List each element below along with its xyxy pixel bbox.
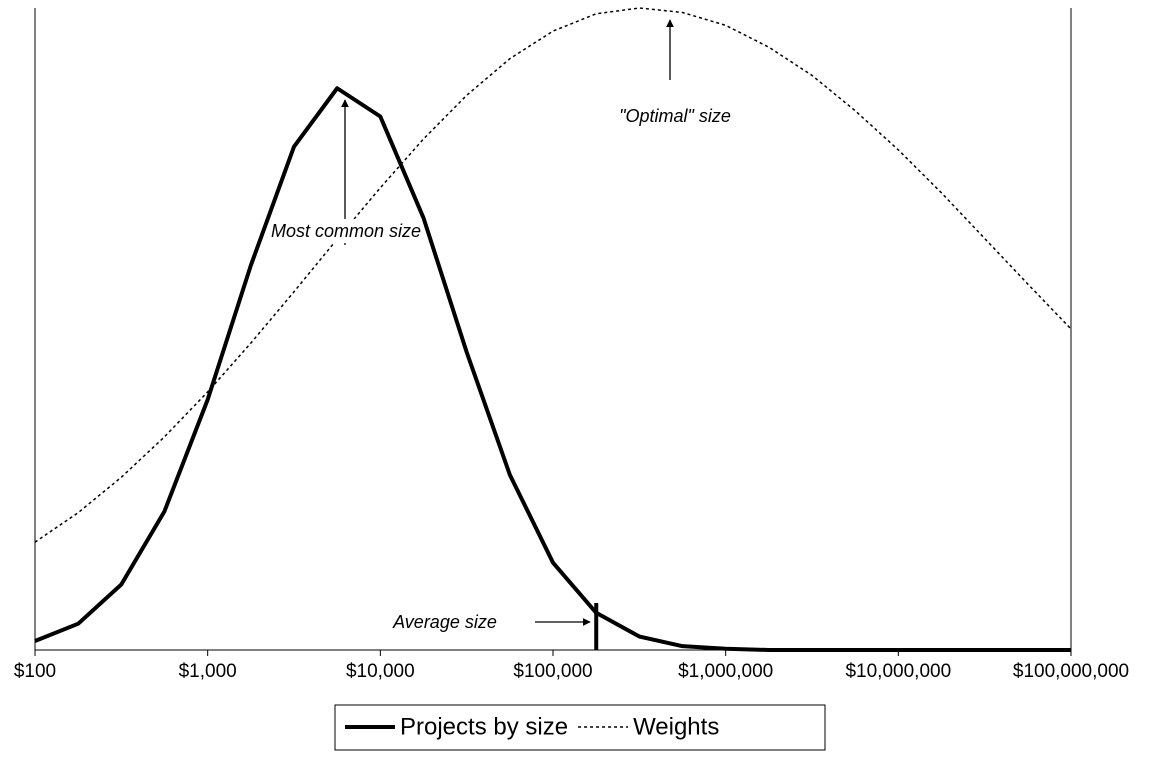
legend-box [334, 704, 826, 751]
legend-label: Projects by size [400, 713, 568, 740]
x-tick-label: $10,000,000 [845, 661, 951, 682]
x-tick-label: $100 [14, 661, 56, 682]
annotation: Average size [365, 610, 525, 634]
x-tick-label: $100,000,000 [1013, 661, 1129, 682]
data-line [34, 86, 1071, 652]
x-tick-label: $1,000 [179, 661, 237, 682]
x-tick-label: $100,000 [513, 661, 592, 682]
annotation: "Optimal" size [595, 104, 755, 128]
x-tick-label: $1,000,000 [678, 661, 773, 682]
annotation: Most common size [270, 219, 422, 243]
legend-label: Weights [633, 713, 719, 740]
x-tick-label: $10,000 [346, 661, 415, 682]
data-line [34, 7, 1072, 543]
